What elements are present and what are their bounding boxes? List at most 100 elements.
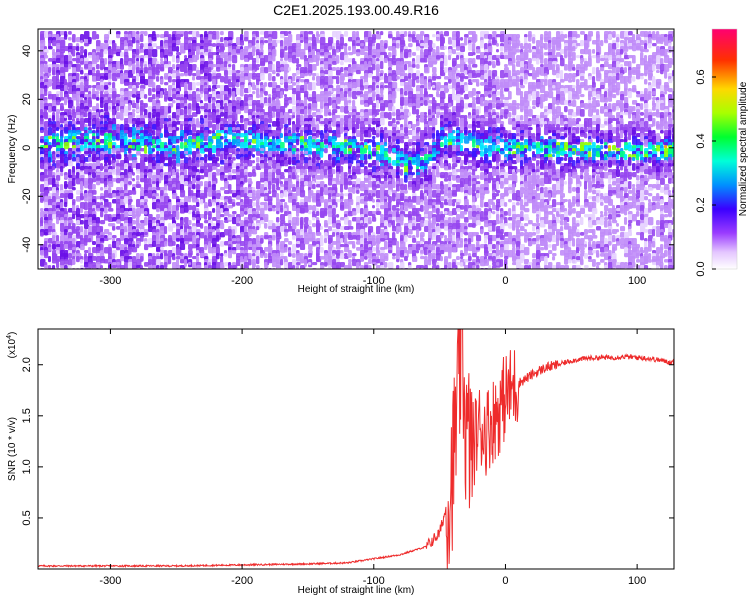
heatmap-cell bbox=[332, 103, 336, 109]
heatmap-cell bbox=[396, 109, 401, 116]
heatmap-cell bbox=[260, 148, 265, 152]
heatmap-cell bbox=[56, 85, 61, 90]
heatmap-cell bbox=[72, 94, 77, 101]
heatmap-cell bbox=[92, 169, 96, 172]
heatmap-cell bbox=[260, 133, 264, 140]
heatmap-cell bbox=[48, 148, 51, 152]
heatmap-cell bbox=[188, 253, 193, 258]
heatmap-cell bbox=[300, 157, 304, 164]
heatmap-cell bbox=[204, 148, 209, 152]
heatmap-cell bbox=[188, 58, 194, 63]
heatmap-cell bbox=[220, 136, 224, 140]
heatmap-cell bbox=[84, 52, 87, 58]
heatmap-cell bbox=[336, 214, 340, 218]
heatmap-cell bbox=[420, 172, 425, 178]
heatmap-cell bbox=[172, 223, 176, 228]
heatmap-cell bbox=[368, 259, 372, 264]
heatmap-cell bbox=[152, 88, 156, 93]
heatmap-cell bbox=[196, 223, 202, 227]
heatmap-cell bbox=[392, 118, 396, 124]
heatmap-cell bbox=[60, 91, 63, 99]
heatmap-cell bbox=[212, 31, 217, 35]
heatmap-cell bbox=[332, 223, 336, 228]
heatmap-cell bbox=[356, 124, 360, 130]
heatmap-cell bbox=[172, 211, 177, 218]
heatmap-cell bbox=[308, 73, 312, 77]
heatmap-cell bbox=[64, 202, 68, 208]
heatmap-cell bbox=[80, 220, 84, 225]
heatmap-cell bbox=[308, 262, 312, 266]
heatmap-cell bbox=[164, 214, 168, 221]
heatmap-cell bbox=[268, 82, 273, 88]
heatmap-cell bbox=[80, 166, 85, 171]
heatmap-cell bbox=[224, 208, 229, 212]
heatmap-cell bbox=[212, 184, 216, 191]
heatmap-cell bbox=[156, 187, 161, 191]
heatmap-cell bbox=[72, 214, 76, 220]
heatmap-cell bbox=[208, 229, 213, 232]
heatmap-cell bbox=[268, 133, 273, 137]
heatmap-cell bbox=[176, 46, 180, 52]
heatmap-cell bbox=[64, 46, 70, 52]
heatmap-cell bbox=[340, 160, 345, 165]
heatmap-cell bbox=[84, 166, 89, 170]
heatmap-cell bbox=[272, 205, 276, 209]
heatmap-cell bbox=[232, 241, 237, 245]
heatmap-cell bbox=[124, 82, 129, 86]
heatmap-cell bbox=[200, 100, 203, 104]
heatmap-cell bbox=[120, 52, 124, 57]
heatmap-cell bbox=[124, 196, 129, 204]
heatmap-cell bbox=[128, 148, 132, 154]
heatmap-cell bbox=[124, 184, 128, 192]
heatmap-cell bbox=[200, 181, 203, 187]
heatmap-cell bbox=[220, 232, 225, 238]
heatmap-cell bbox=[64, 121, 69, 125]
heatmap-cell bbox=[216, 163, 220, 167]
heatmap-cell bbox=[100, 238, 105, 242]
heatmap-cell bbox=[416, 229, 420, 238]
heatmap-cell bbox=[116, 61, 122, 70]
heatmap-cell bbox=[220, 187, 226, 191]
heatmap-cell bbox=[200, 142, 206, 146]
heatmap-cell bbox=[164, 118, 169, 122]
heatmap-cell bbox=[160, 124, 164, 129]
heatmap-cell bbox=[156, 208, 160, 213]
heatmap-cell bbox=[52, 154, 56, 158]
heatmap-cell bbox=[64, 175, 68, 179]
heatmap-cell bbox=[204, 103, 209, 110]
heatmap-cell bbox=[164, 49, 169, 57]
heatmap-cell bbox=[112, 148, 116, 154]
heatmap-cell bbox=[56, 94, 60, 97]
heatmap-cell bbox=[200, 148, 205, 154]
heatmap-cell bbox=[76, 64, 81, 72]
heatmap-cell bbox=[220, 208, 224, 213]
heatmap-cell bbox=[340, 253, 345, 260]
heatmap-cell bbox=[56, 244, 61, 248]
heatmap-cell bbox=[136, 139, 141, 143]
heatmap-cell bbox=[168, 97, 173, 102]
heatmap-cell bbox=[100, 211, 104, 218]
heatmap-cell bbox=[280, 160, 285, 167]
heatmap-cell bbox=[152, 199, 157, 203]
heatmap-cell bbox=[136, 223, 141, 229]
heatmap-cell bbox=[264, 91, 268, 96]
heatmap-cell bbox=[168, 106, 172, 114]
heatmap-cell bbox=[296, 58, 300, 64]
heatmap-cell bbox=[400, 154, 405, 158]
heatmap-cell bbox=[176, 121, 182, 125]
heatmap-cell bbox=[220, 31, 224, 36]
heatmap-cell bbox=[300, 130, 304, 137]
heatmap-cell bbox=[180, 229, 185, 237]
heatmap-cell bbox=[328, 178, 332, 186]
heatmap-cell bbox=[152, 43, 157, 48]
heatmap-cell bbox=[384, 262, 388, 268]
heatmap-cell bbox=[96, 55, 100, 63]
heatmap-cell bbox=[204, 238, 209, 246]
heatmap-cell bbox=[120, 109, 125, 113]
heatmap-cell bbox=[196, 202, 200, 207]
heatmap-cell bbox=[224, 181, 229, 189]
heatmap-cell bbox=[308, 154, 311, 158]
heatmap-cell bbox=[216, 151, 221, 157]
heatmap-cell bbox=[116, 262, 121, 266]
spectrogram-cells bbox=[40, 31, 674, 269]
